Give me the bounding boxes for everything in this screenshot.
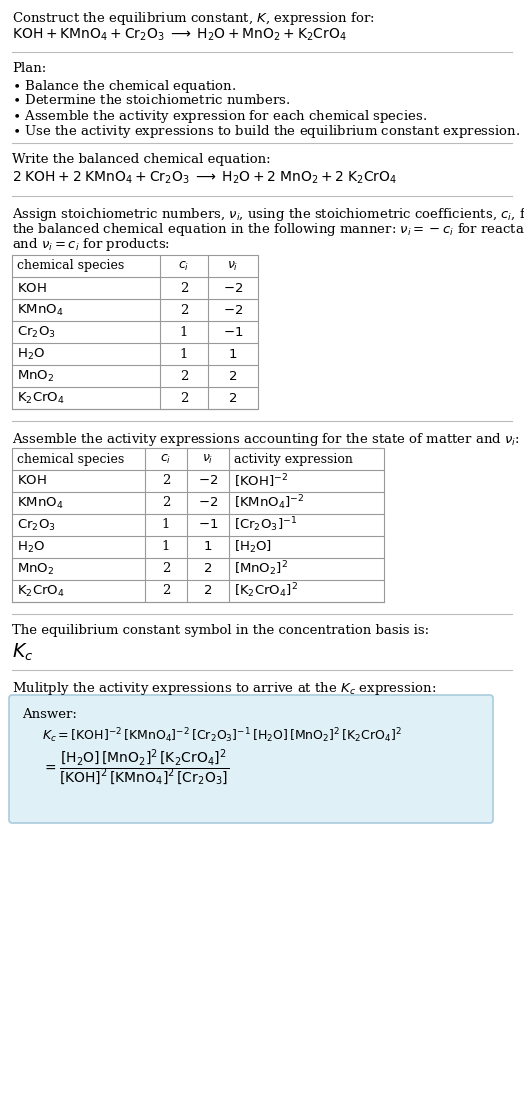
Text: and $\nu_i = c_i$ for products:: and $\nu_i = c_i$ for products: (12, 236, 170, 253)
Text: 2: 2 (180, 370, 188, 382)
Text: The equilibrium constant symbol in the concentration basis is:: The equilibrium constant symbol in the c… (12, 624, 429, 637)
Text: $1$: $1$ (203, 541, 213, 554)
Text: chemical species: chemical species (17, 260, 124, 273)
Text: $[\mathrm{K_2CrO_4}]^{2}$: $[\mathrm{K_2CrO_4}]^{2}$ (234, 581, 298, 600)
Text: $\bullet$ Balance the chemical equation.: $\bullet$ Balance the chemical equation. (12, 78, 236, 95)
Text: $-1$: $-1$ (223, 326, 243, 338)
Text: 2: 2 (180, 392, 188, 404)
Text: 1: 1 (162, 541, 170, 554)
Text: the balanced chemical equation in the following manner: $\nu_i = -c_i$ for react: the balanced chemical equation in the fo… (12, 221, 524, 238)
Text: $\bullet$ Use the activity expressions to build the equilibrium constant express: $\bullet$ Use the activity expressions t… (12, 123, 520, 140)
Text: 1: 1 (162, 519, 170, 532)
Text: $K_c$: $K_c$ (12, 642, 34, 663)
Text: Write the balanced chemical equation:: Write the balanced chemical equation: (12, 153, 270, 166)
Text: $\mathrm{KMnO_4}$: $\mathrm{KMnO_4}$ (17, 303, 63, 317)
Text: $2$: $2$ (228, 392, 237, 404)
Text: $1$: $1$ (228, 348, 237, 360)
Text: Mulitply the activity expressions to arrive at the $K_c$ expression:: Mulitply the activity expressions to arr… (12, 680, 436, 697)
Text: $2$: $2$ (203, 585, 213, 598)
Text: $\mathrm{MnO_2}$: $\mathrm{MnO_2}$ (17, 369, 54, 383)
Text: 2: 2 (162, 475, 170, 488)
Text: $\mathrm{K_2CrO_4}$: $\mathrm{K_2CrO_4}$ (17, 584, 64, 599)
Text: Construct the equilibrium constant, $K$, expression for:: Construct the equilibrium constant, $K$,… (12, 10, 375, 28)
Text: $[\mathrm{Cr_2O_3}]^{-1}$: $[\mathrm{Cr_2O_3}]^{-1}$ (234, 515, 297, 534)
Text: 2: 2 (162, 585, 170, 598)
Text: Plan:: Plan: (12, 62, 46, 75)
Text: $K_c = [\mathrm{KOH}]^{-2}\,[\mathrm{KMnO_4}]^{-2}\,[\mathrm{Cr_2O_3}]^{-1}\,[\m: $K_c = [\mathrm{KOH}]^{-2}\,[\mathrm{KMn… (42, 726, 402, 744)
Text: Answer:: Answer: (22, 708, 77, 721)
Text: $2$: $2$ (203, 563, 213, 576)
Text: $\bullet$ Assemble the activity expression for each chemical species.: $\bullet$ Assemble the activity expressi… (12, 108, 427, 126)
Text: chemical species: chemical species (17, 453, 124, 466)
Text: Assign stoichiometric numbers, $\nu_i$, using the stoichiometric coefficients, $: Assign stoichiometric numbers, $\nu_i$, … (12, 206, 524, 224)
Text: activity expression: activity expression (234, 453, 353, 466)
Text: $\mathrm{H_2O}$: $\mathrm{H_2O}$ (17, 347, 45, 361)
Text: $[\mathrm{MnO_2}]^{2}$: $[\mathrm{MnO_2}]^{2}$ (234, 559, 288, 578)
Text: $-2$: $-2$ (223, 304, 243, 316)
Text: $c_i$: $c_i$ (178, 260, 190, 273)
Text: $\mathrm{KMnO_4}$: $\mathrm{KMnO_4}$ (17, 495, 63, 511)
Text: $\mathrm{Cr_2O_3}$: $\mathrm{Cr_2O_3}$ (17, 517, 56, 533)
FancyBboxPatch shape (9, 695, 493, 824)
Text: 2: 2 (162, 563, 170, 576)
Text: $\mathrm{K_2CrO_4}$: $\mathrm{K_2CrO_4}$ (17, 391, 64, 405)
Text: 1: 1 (180, 326, 188, 338)
Text: $= \dfrac{[\mathrm{H_2O}]\,[\mathrm{MnO_2}]^{2}\,[\mathrm{K_2CrO_4}]^{2}}{[\math: $= \dfrac{[\mathrm{H_2O}]\,[\mathrm{MnO_… (42, 748, 229, 788)
Text: $-2$: $-2$ (198, 475, 218, 488)
Text: 2: 2 (180, 282, 188, 294)
Text: Assemble the activity expressions accounting for the state of matter and $\nu_i$: Assemble the activity expressions accoun… (12, 430, 520, 448)
Text: $\mathrm{2\;KOH + 2\;KMnO_4 + Cr_2O_3 \;\longrightarrow\; H_2O + 2\;MnO_2 + 2\;K: $\mathrm{2\;KOH + 2\;KMnO_4 + Cr_2O_3 \;… (12, 170, 397, 186)
Text: $\bullet$ Determine the stoichiometric numbers.: $\bullet$ Determine the stoichiometric n… (12, 92, 290, 107)
Text: $[\mathrm{KMnO_4}]^{-2}$: $[\mathrm{KMnO_4}]^{-2}$ (234, 493, 304, 512)
Text: $\mathrm{MnO_2}$: $\mathrm{MnO_2}$ (17, 562, 54, 577)
Text: $\nu_i$: $\nu_i$ (202, 453, 214, 466)
Text: $\mathrm{KOH}$: $\mathrm{KOH}$ (17, 282, 47, 294)
Text: $2$: $2$ (228, 370, 237, 382)
Bar (12, 448, 384, 602)
Text: $[\mathrm{H_2O}]$: $[\mathrm{H_2O}]$ (234, 539, 272, 555)
Text: $-2$: $-2$ (198, 497, 218, 510)
Bar (12, 255, 258, 408)
Text: $\mathrm{KOH + KMnO_4 + Cr_2O_3 \;\longrightarrow\; H_2O + MnO_2 + K_2CrO_4}$: $\mathrm{KOH + KMnO_4 + Cr_2O_3 \;\longr… (12, 28, 347, 43)
Text: $c_i$: $c_i$ (160, 453, 172, 466)
Text: $\mathrm{H_2O}$: $\mathrm{H_2O}$ (17, 539, 45, 555)
Text: 2: 2 (180, 304, 188, 316)
Text: 2: 2 (162, 497, 170, 510)
Text: $[\mathrm{KOH}]^{-2}$: $[\mathrm{KOH}]^{-2}$ (234, 472, 288, 490)
Text: $-2$: $-2$ (223, 282, 243, 294)
Text: $\nu_i$: $\nu_i$ (227, 260, 239, 273)
Text: $\mathrm{KOH}$: $\mathrm{KOH}$ (17, 475, 47, 488)
Text: $-1$: $-1$ (198, 519, 218, 532)
Text: 1: 1 (180, 348, 188, 360)
Text: $\mathrm{Cr_2O_3}$: $\mathrm{Cr_2O_3}$ (17, 325, 56, 339)
